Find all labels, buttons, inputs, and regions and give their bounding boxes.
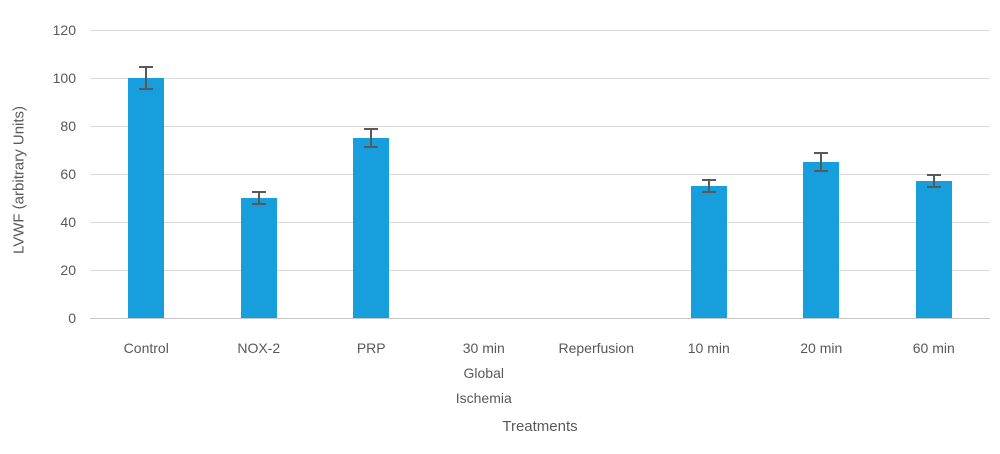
gridline <box>90 126 990 127</box>
error-bar-10-min <box>707 178 710 194</box>
x-tick-label-nox-2: NOX-2 <box>203 336 315 361</box>
y-axis-title: LVWF (arbitrary Units) <box>10 105 28 255</box>
x-axis-title: Treatments <box>502 418 578 435</box>
error-bar-control <box>145 66 148 90</box>
error-bar-prp <box>370 128 373 148</box>
y-tick-label: 80 <box>60 118 76 134</box>
error-bar-bottom-cap <box>364 145 379 148</box>
gridline <box>90 174 990 175</box>
bar-nox-2 <box>240 198 277 318</box>
y-tick-label: 100 <box>52 70 76 86</box>
x-tick-label-line: Global <box>463 365 504 381</box>
y-tick-label: 120 <box>52 22 76 38</box>
x-tick-label-60-min: 60 min <box>878 336 990 361</box>
x-tick-label-line: PRP <box>356 340 386 356</box>
x-tick-label-line: NOX-2 <box>237 340 281 356</box>
x-tick-label-10-min: 10 min <box>653 336 765 361</box>
error-bar-top-cap <box>251 190 266 193</box>
error-bar-bottom-cap <box>139 88 154 90</box>
x-tick-label-line: 10 min <box>687 340 730 356</box>
x-tick-label-line: 30 min <box>462 340 505 356</box>
y-tick-label: 40 <box>60 214 76 230</box>
error-bar-bottom-cap <box>926 186 941 189</box>
gridline <box>90 30 990 31</box>
y-tick-label: 20 <box>60 262 76 278</box>
y-tick-label: 60 <box>60 166 76 182</box>
x-axis-line <box>90 318 990 319</box>
x-tick-label-line: Control <box>123 340 169 356</box>
x-tick-label-control: Control <box>90 336 202 361</box>
bar-10-min <box>690 186 727 318</box>
error-bar-top-cap <box>926 174 941 176</box>
error-bar-60-min <box>932 174 935 189</box>
x-tick-label-line: 60 min <box>912 340 955 356</box>
bar-60-min <box>915 181 952 318</box>
error-bar-nox-2 <box>257 190 260 206</box>
x-tick-label-prp: PRP <box>315 336 427 361</box>
error-bar-20-min <box>820 152 823 172</box>
error-bar-top-cap <box>701 178 716 181</box>
x-tick-label-line: Ischemia <box>455 390 512 406</box>
x-tick-label-line: Reperfusion <box>558 340 635 356</box>
error-bar-top-cap <box>139 66 154 68</box>
x-tick-label-reperfusion: Reperfusion <box>540 336 652 361</box>
y-tick-label: 0 <box>68 310 76 326</box>
gridline <box>90 222 990 223</box>
error-bar-bottom-cap <box>814 169 829 172</box>
x-tick-label-line: 20 min <box>800 340 843 356</box>
plot-area <box>90 30 990 319</box>
error-bar-bottom-cap <box>701 191 716 194</box>
bar-20-min <box>803 162 840 318</box>
gridline <box>90 78 990 79</box>
bar-prp <box>353 138 390 318</box>
x-tick-label-20-min: 20 min <box>765 336 877 361</box>
gridline <box>90 270 990 271</box>
error-bar-top-cap <box>364 128 379 131</box>
error-bar-top-cap <box>814 152 829 155</box>
x-tick-label-30-min-global-ischemia: 30 min Global Ischemia <box>428 336 540 411</box>
bar-control <box>128 78 165 318</box>
error-bar-bottom-cap <box>251 203 266 206</box>
